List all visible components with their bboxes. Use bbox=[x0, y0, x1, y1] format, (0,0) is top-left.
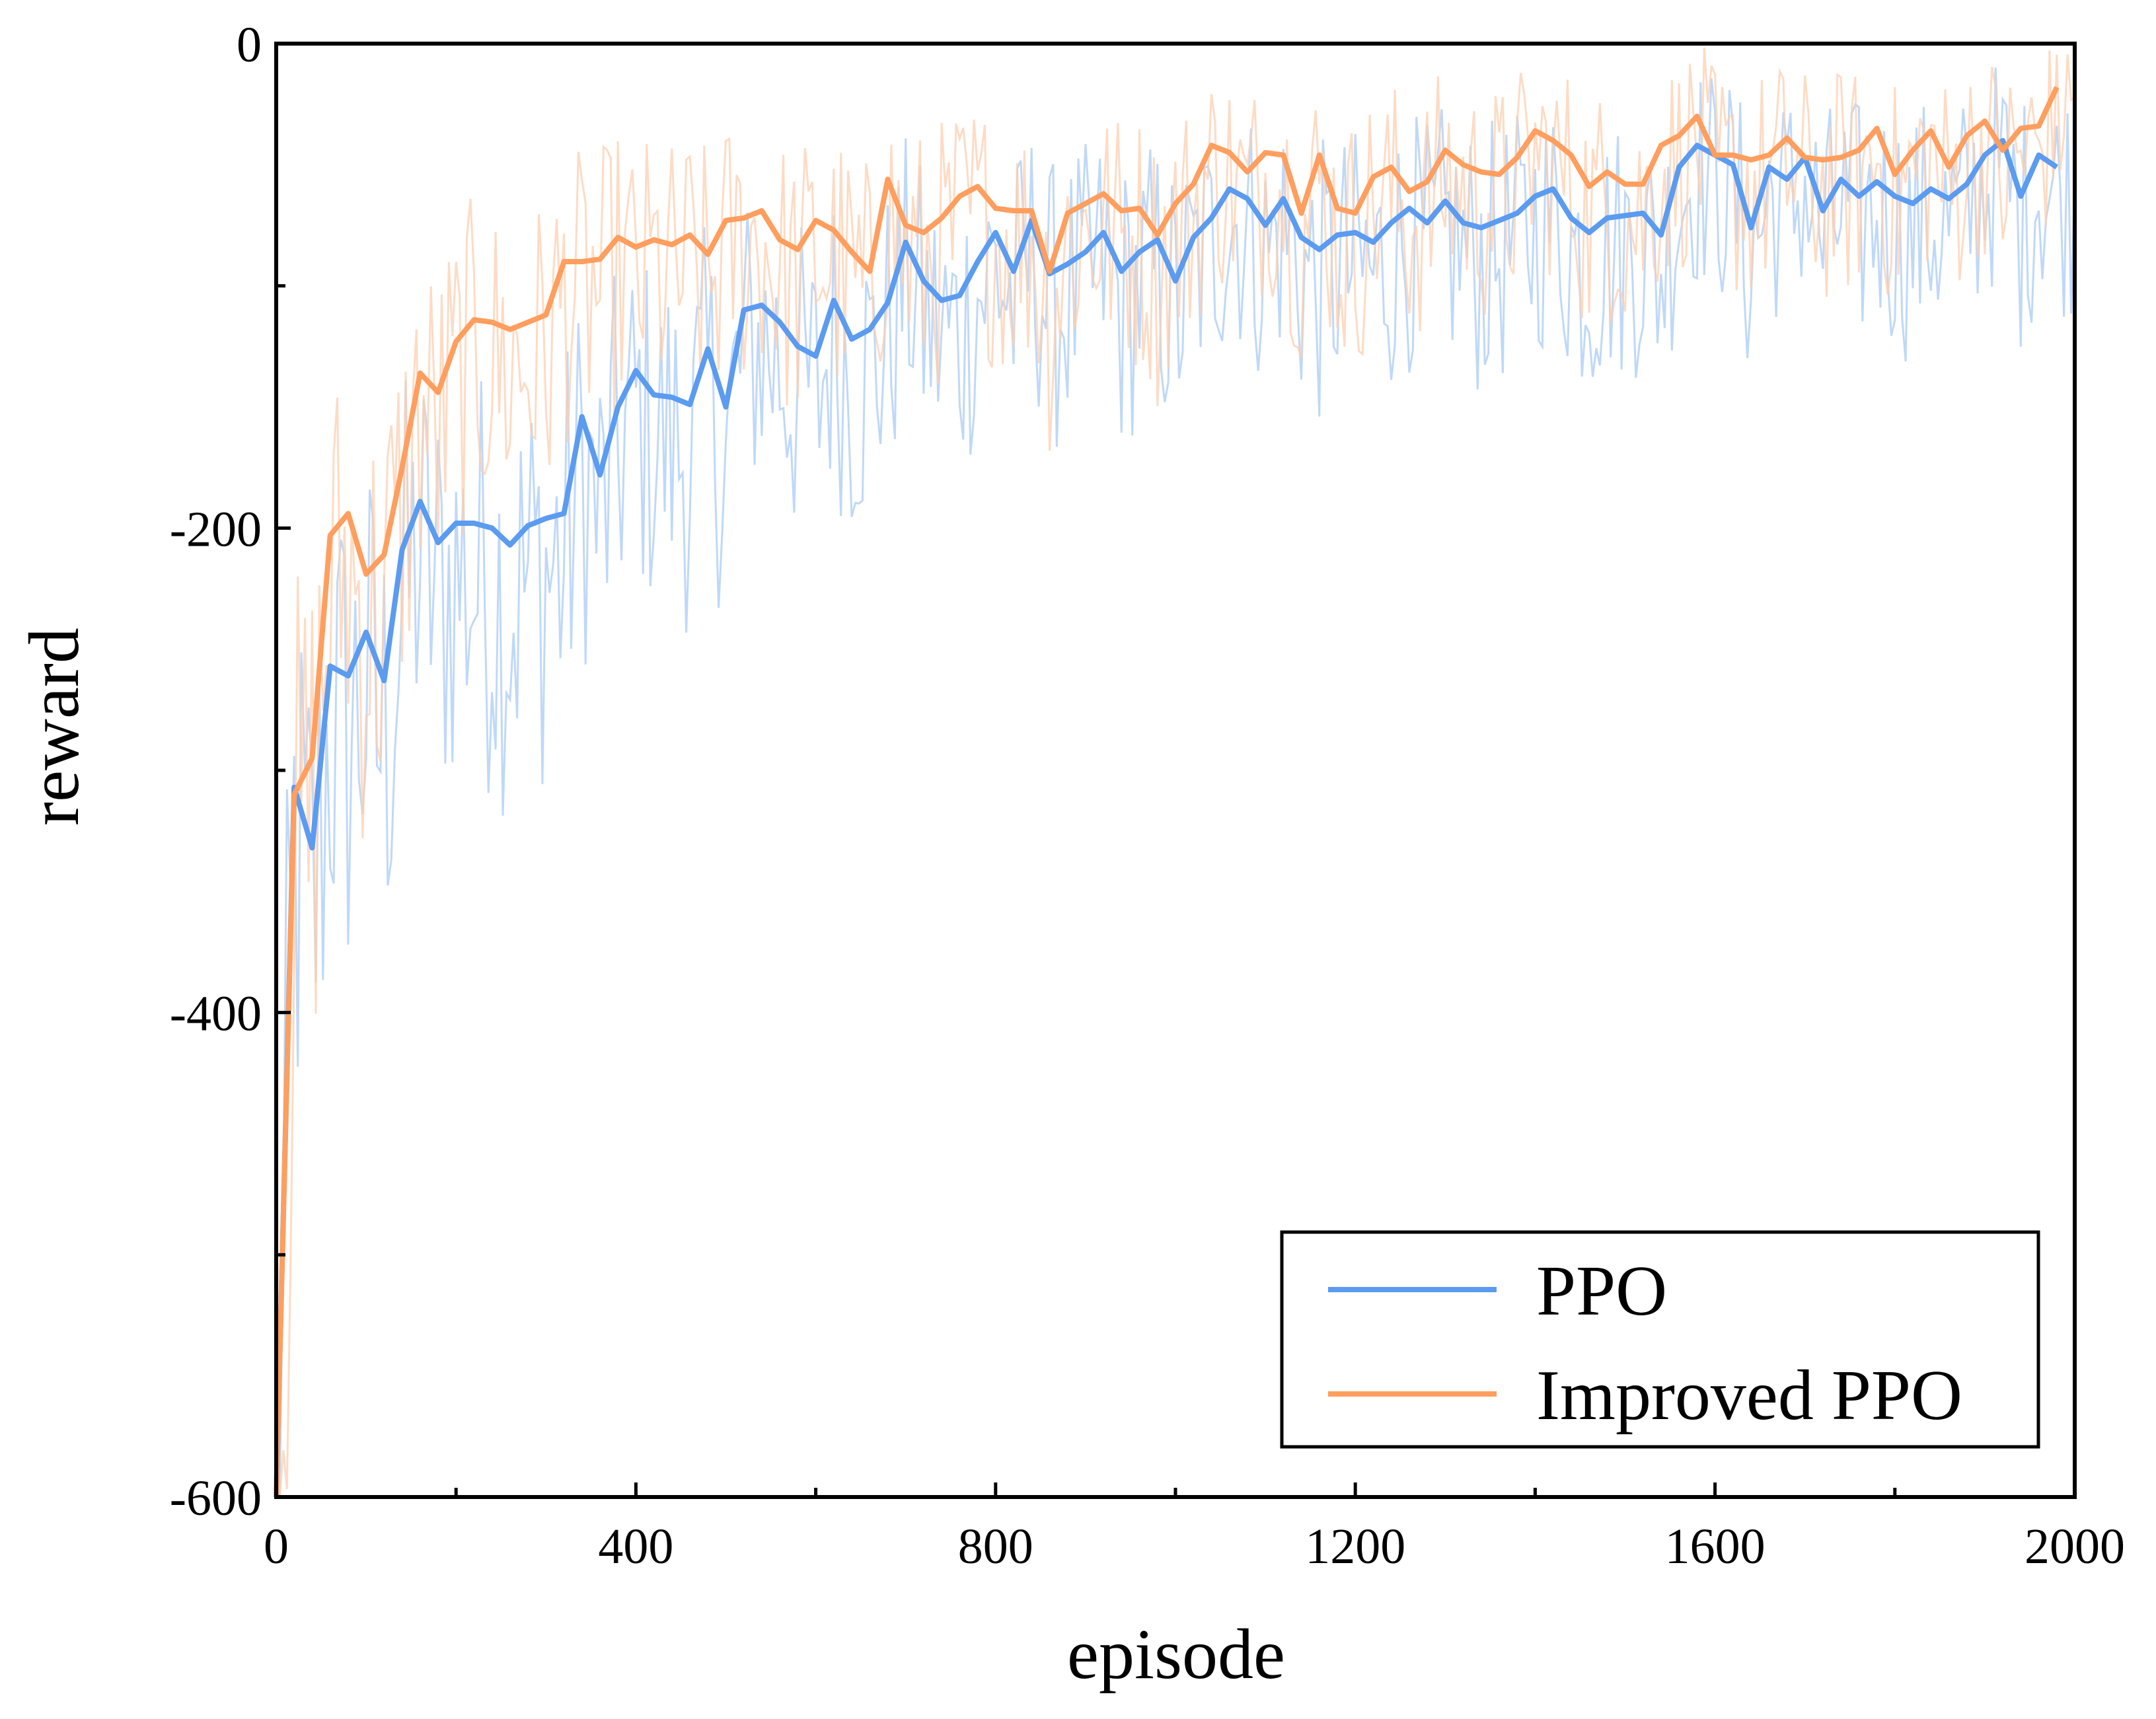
x-tick-label: 2000 bbox=[2025, 1519, 2125, 1574]
legend: PPO Improved PPO bbox=[1280, 1230, 2040, 1449]
x-axis-title: episode bbox=[1067, 1615, 1285, 1694]
y-tick-label: -600 bbox=[170, 1471, 262, 1526]
raw-trace-improved-ppo bbox=[276, 48, 2075, 1498]
axis-ticks: 0 400 800 1200 1600 2000 0 -200 -400 -600 bbox=[170, 17, 2125, 1574]
y-tick-label: -200 bbox=[170, 501, 262, 557]
x-tick-label: 1600 bbox=[1665, 1519, 1766, 1574]
x-tick-label: 0 bbox=[264, 1519, 289, 1574]
legend-box bbox=[1280, 1230, 2040, 1449]
smoothed-lines-layer bbox=[274, 86, 2060, 1498]
legend-label-ppo: PPO bbox=[1536, 1252, 1667, 1331]
series-line-improved-ppo bbox=[274, 86, 2060, 1498]
y-tick-label: 0 bbox=[237, 17, 262, 73]
y-tick-label: -400 bbox=[170, 986, 262, 1042]
series-line-ppo bbox=[274, 137, 2059, 1498]
y-axis-title: reward bbox=[15, 628, 94, 826]
x-tick-label: 1200 bbox=[1305, 1519, 1405, 1574]
x-tick-label: 400 bbox=[598, 1519, 673, 1574]
legend-label-improved-ppo: Improved PPO bbox=[1536, 1356, 1962, 1435]
x-tick-label: 800 bbox=[958, 1519, 1033, 1574]
